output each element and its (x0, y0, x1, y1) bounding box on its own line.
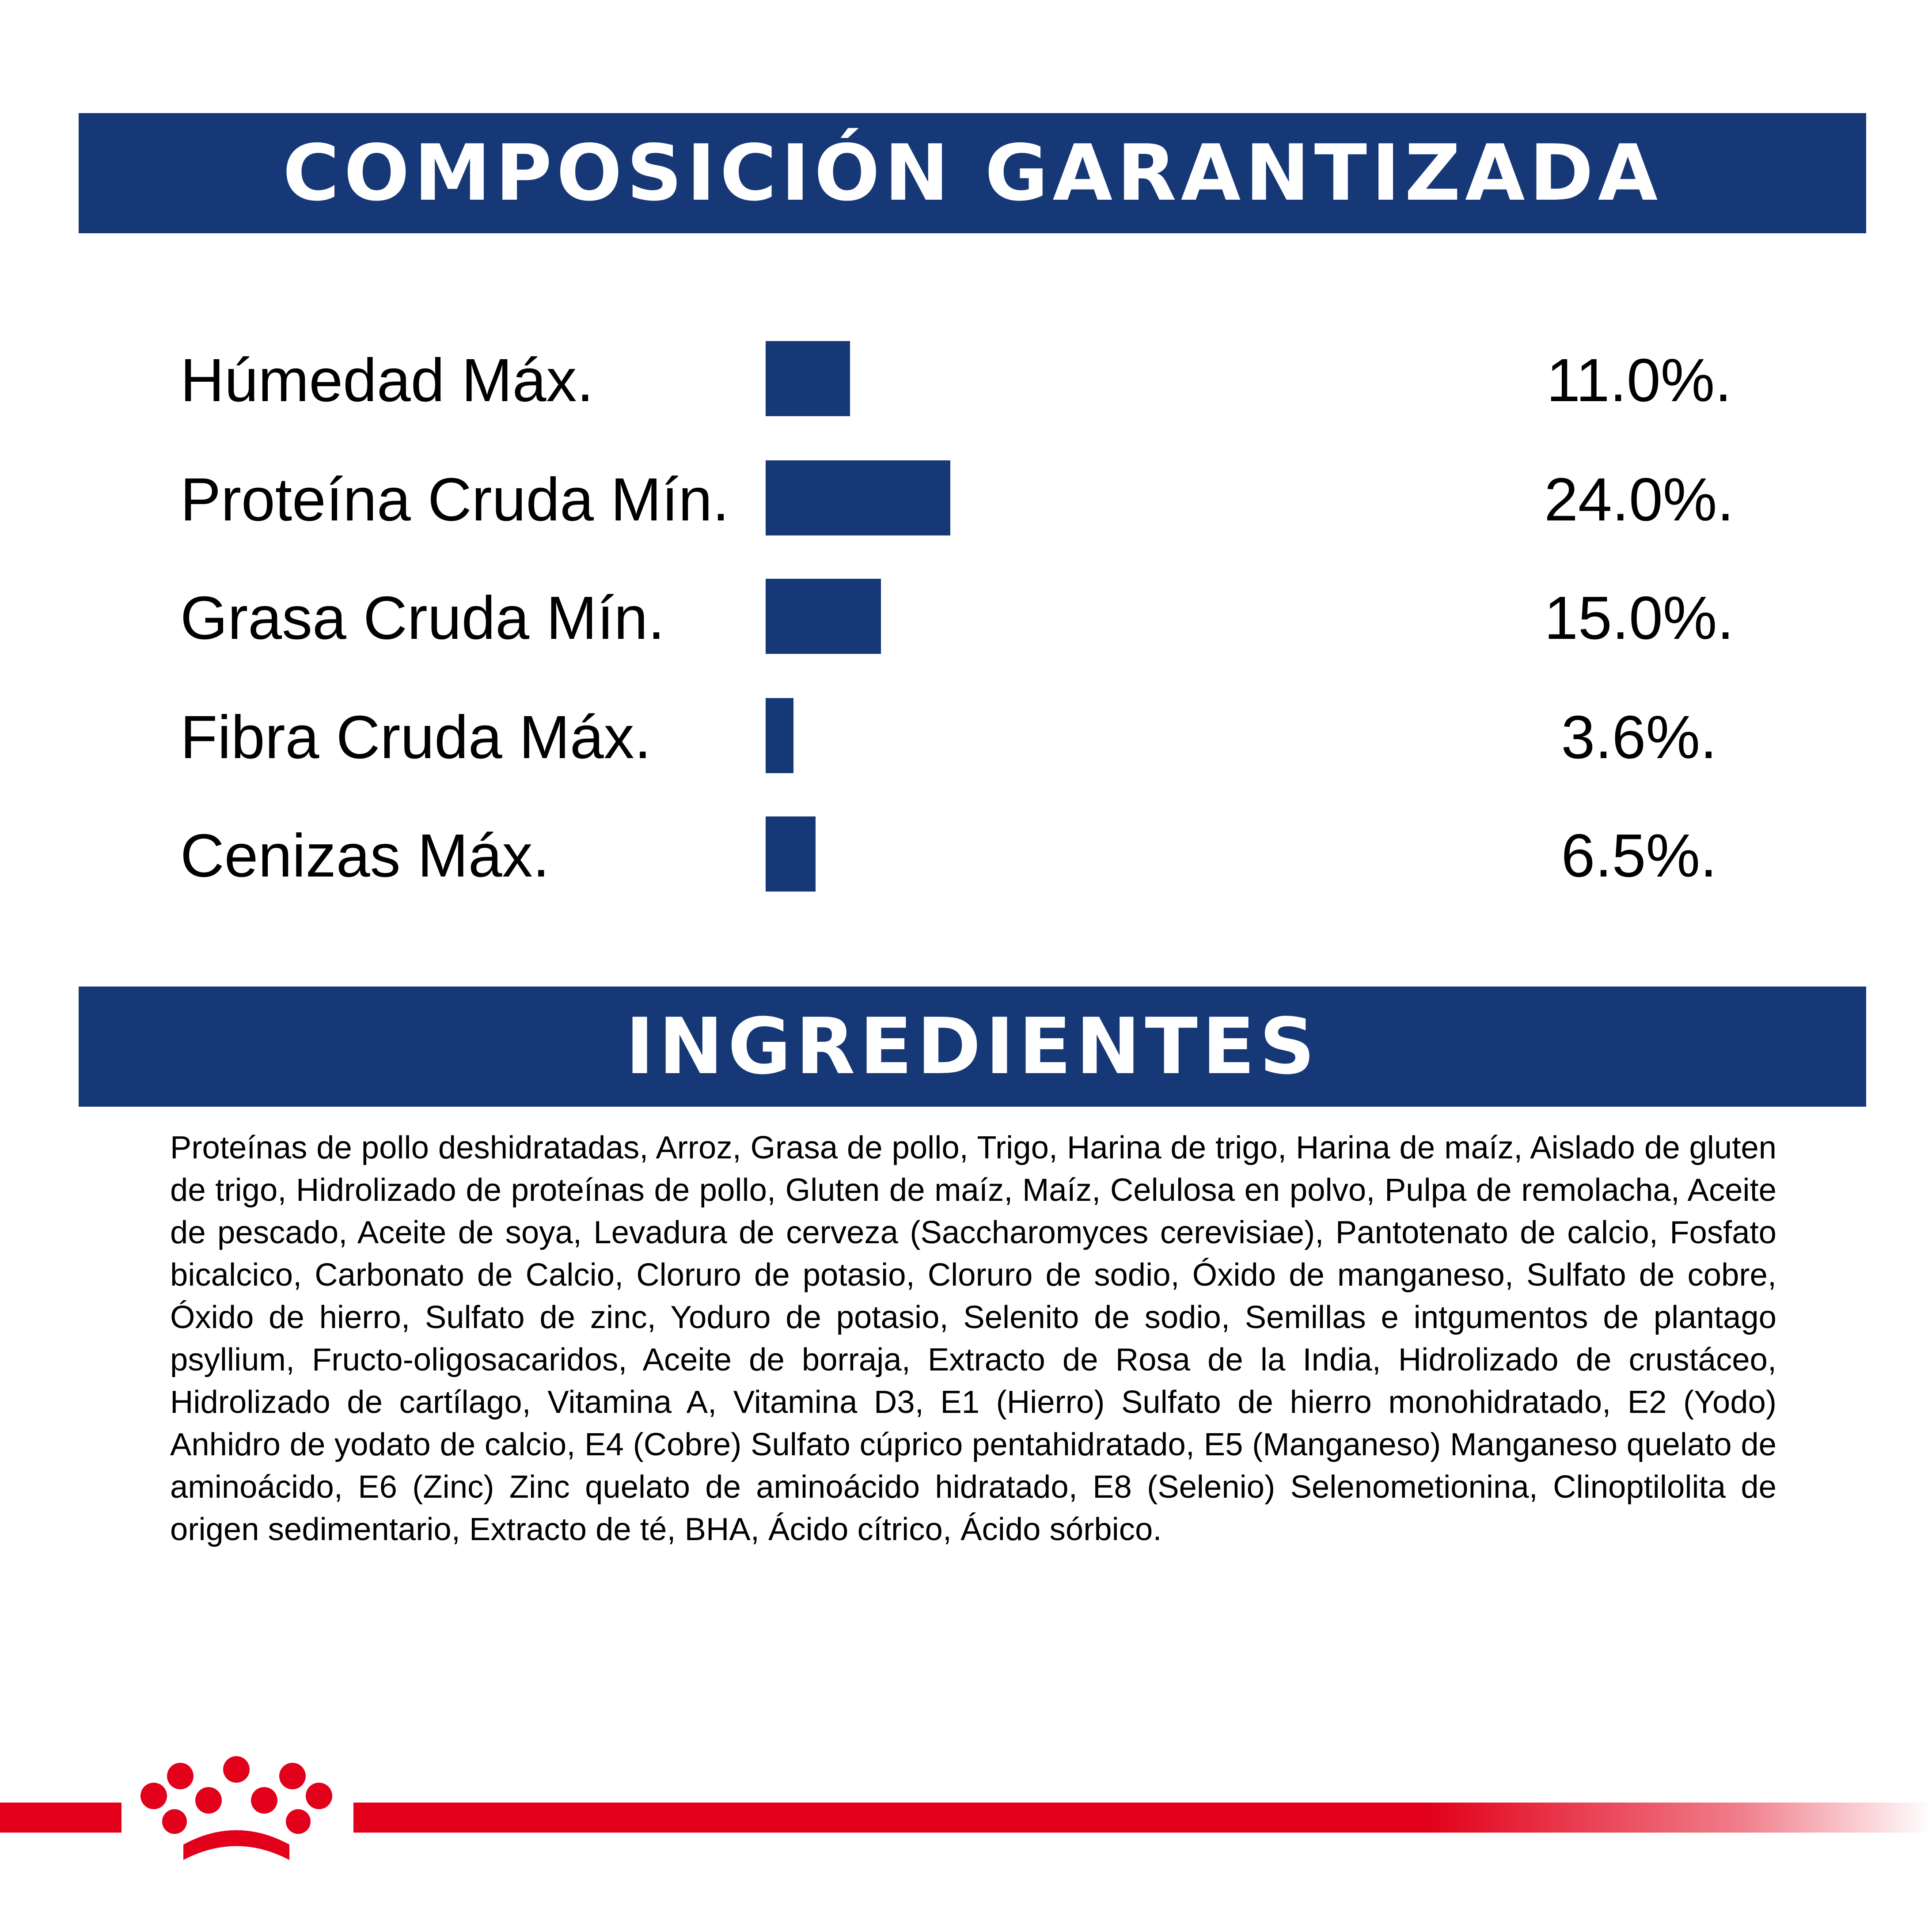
nutrient-bar (766, 341, 850, 416)
nutrient-row-fibra: Fibra Cruda Máx. 3.6%. (0, 698, 1932, 773)
composition-title: COMPOSICIÓN GARANTIZADA (282, 128, 1663, 218)
nutrient-label: Proteína Cruda Mín. (180, 466, 729, 534)
nutrient-bar (766, 816, 816, 892)
nutrient-value: 11.0%. (1546, 346, 1732, 414)
nutrient-value: 24.0%. (1544, 466, 1734, 534)
nutrient-value: 15.0%. (1544, 584, 1734, 652)
nutrient-row-cenizas: Cenizas Máx. 6.5%. (0, 816, 1932, 892)
nutrient-value: 3.6%. (1561, 703, 1717, 771)
ingredients-title: INGREDIENTES (625, 1002, 1320, 1092)
ingredients-text: Proteínas de pollo deshidratadas, Arroz,… (170, 1130, 1776, 1547)
nutrient-label: Húmedad Máx. (180, 346, 594, 414)
ingredients-banner: INGREDIENTES (79, 987, 1866, 1107)
nutrient-label: Cenizas Máx. (180, 822, 550, 890)
nutrient-bar (766, 579, 881, 654)
nutrient-row-humedad: Húmedad Máx. 11.0%. (0, 341, 1932, 416)
brand-stripe-left (0, 1803, 121, 1833)
nutrient-bar (766, 698, 793, 773)
crown-logo-icon (140, 1756, 332, 1860)
nutrient-bar (766, 460, 950, 535)
brand-stripe-right (353, 1803, 1932, 1833)
nutrient-value: 6.5%. (1561, 822, 1717, 890)
nutrient-row-proteina: Proteína Cruda Mín. 24.0%. (0, 460, 1932, 535)
nutrient-row-grasa: Grasa Cruda Mín. 15.0%. (0, 579, 1932, 654)
nutrient-label: Grasa Cruda Mín. (180, 584, 665, 652)
nutrient-label: Fibra Cruda Máx. (180, 703, 651, 771)
composition-banner: COMPOSICIÓN GARANTIZADA (79, 113, 1866, 233)
